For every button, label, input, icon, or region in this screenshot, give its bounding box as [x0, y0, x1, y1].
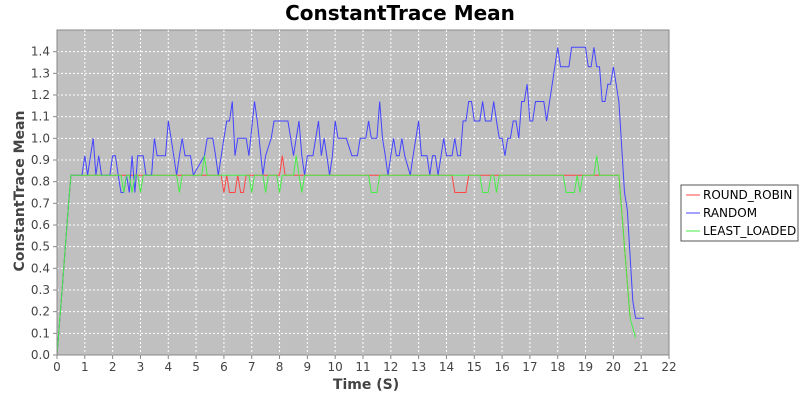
x-tick-label: 2 — [109, 360, 117, 374]
x-tick-label: 15 — [467, 360, 482, 374]
y-tick-label: 0.2 — [31, 305, 50, 319]
x-tick-label: 11 — [355, 360, 370, 374]
y-tick-label: 0.3 — [31, 283, 50, 297]
x-tick-label: 20 — [606, 360, 621, 374]
y-tick-label: 1.4 — [31, 45, 50, 59]
x-tick-label: 16 — [494, 360, 509, 374]
y-tick-label: 1.2 — [31, 88, 50, 102]
legend-label: LEAST_LOADED — [703, 224, 796, 238]
x-tick-label: 5 — [192, 360, 200, 374]
y-axis-label: ConstantTrace Mean — [12, 111, 28, 272]
x-axis-label: Time (S) — [333, 377, 399, 393]
y-tick-label: 1.3 — [31, 66, 50, 80]
y-tick-label: 0.5 — [31, 240, 50, 254]
legend-box — [680, 184, 799, 242]
series-layer — [56, 46, 644, 356]
y-tick-label: 1.1 — [31, 110, 50, 124]
x-tick-label: 19 — [578, 360, 593, 374]
x-axis-ticks: 0 1 2 3 4 5 6 7 8 9 10 11 12 13 14 15 16 17 18 19 20 21 22 — [53, 355, 677, 374]
y-tick-label: 0.8 — [31, 175, 50, 189]
x-tick-label: 0 — [53, 360, 61, 374]
series-line-least-loaded — [56, 155, 637, 356]
y-tick-label: 0.9 — [31, 153, 50, 167]
x-tick-label: 8 — [276, 360, 284, 374]
chart-title: ConstantTrace Mean — [285, 1, 515, 25]
x-tick-label: 9 — [304, 360, 312, 374]
x-tick-label: 18 — [550, 360, 565, 374]
x-tick-label: 22 — [661, 360, 676, 374]
x-tick-label: 7 — [248, 360, 256, 374]
x-tick-label: 14 — [439, 360, 454, 374]
x-tick-label: 6 — [220, 360, 228, 374]
y-tick-label: 0.1 — [31, 326, 50, 340]
x-tick-label: 10 — [328, 360, 343, 374]
x-tick-label: 1 — [81, 360, 89, 374]
series-line-random — [56, 46, 644, 356]
x-tick-label: 4 — [164, 360, 172, 374]
x-tick-label: 21 — [634, 360, 649, 374]
legend: ROUND_ROBIN RANDOM LEAST_LOADED — [680, 184, 799, 242]
legend-label: ROUND_ROBIN — [703, 188, 792, 202]
y-tick-label: 0.4 — [31, 261, 50, 275]
y-tick-label: 1.0 — [31, 131, 50, 145]
x-tick-label: 12 — [383, 360, 398, 374]
y-tick-label: 0.7 — [31, 196, 50, 210]
y-tick-label: 0.0 — [31, 348, 50, 362]
legend-label: RANDOM — [703, 206, 757, 220]
x-tick-label: 3 — [137, 360, 145, 374]
y-tick-label: 0.6 — [31, 218, 50, 232]
x-tick-label: 13 — [411, 360, 426, 374]
y-axis-ticks: 0.0 0.1 0.2 0.3 0.4 0.5 0.6 0.7 0.8 0.9 1.0 1.1 1.2 1… — [31, 45, 57, 362]
x-tick-label: 17 — [522, 360, 537, 374]
